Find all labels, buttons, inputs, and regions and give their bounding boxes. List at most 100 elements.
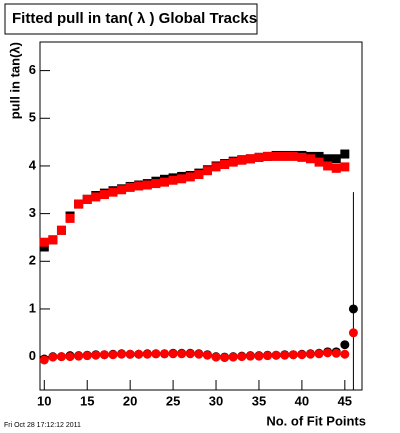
circle-marker <box>314 349 324 359</box>
circle-marker <box>305 349 315 359</box>
square-marker <box>331 163 341 173</box>
circle-marker <box>194 349 204 359</box>
y-tick-label: 0 <box>29 348 36 363</box>
square-marker <box>237 155 247 165</box>
square-marker <box>340 149 350 159</box>
square-marker <box>202 166 212 176</box>
circle-marker <box>134 349 144 359</box>
square-marker <box>151 179 161 189</box>
chart-title: Fitted pull in tan( λ ) Global Tracks <box>12 10 257 27</box>
circle-marker <box>228 352 238 362</box>
circle-marker <box>74 351 84 361</box>
footer-date: Fri Oct 28 17:12:12 2011 <box>4 422 81 429</box>
square-marker <box>331 154 341 164</box>
plot-frame <box>39 41 363 391</box>
circle-marker <box>125 349 135 359</box>
square-marker <box>134 181 144 191</box>
circle-marker <box>340 340 350 350</box>
square-marker <box>99 190 109 200</box>
circle-marker <box>323 348 333 358</box>
square-marker <box>220 160 230 170</box>
circle-marker <box>297 350 307 360</box>
circle-marker <box>271 350 281 360</box>
circle-marker <box>280 350 290 360</box>
square-marker <box>297 152 307 162</box>
x-tick-label: 15 <box>80 393 94 408</box>
circle-marker <box>91 350 101 360</box>
square-marker <box>74 199 84 209</box>
circle-marker <box>65 352 75 362</box>
square-marker <box>314 151 324 161</box>
circle-marker <box>185 349 195 359</box>
circle-marker <box>48 352 58 362</box>
circle-marker <box>168 349 178 359</box>
square-marker <box>314 157 324 167</box>
square-marker <box>39 242 49 252</box>
circle-marker <box>39 355 49 365</box>
x-tick-label: 10 <box>37 393 51 408</box>
x-tick-label: 35 <box>252 393 266 408</box>
square-marker <box>340 162 350 172</box>
circle-marker <box>331 348 341 358</box>
circle-marker <box>340 349 350 359</box>
x-tick-label: 40 <box>295 393 309 408</box>
square-marker <box>82 194 92 204</box>
x-tick-label: 25 <box>166 393 180 408</box>
circle-marker <box>220 353 230 363</box>
x-tick-label: 30 <box>209 393 223 408</box>
square-marker <box>168 175 178 185</box>
square-marker <box>125 182 135 192</box>
square-marker <box>211 162 221 172</box>
square-marker <box>39 237 49 247</box>
circle-marker <box>177 349 187 359</box>
y-tick-label: 5 <box>29 110 36 125</box>
circle-marker <box>211 352 221 362</box>
x-axis-label: No. of Fit Points <box>266 413 366 428</box>
circle-marker <box>254 351 264 361</box>
circle-marker <box>348 304 358 314</box>
square-marker <box>160 177 170 187</box>
circle-marker <box>142 349 152 359</box>
square-marker <box>48 235 58 245</box>
square-marker <box>263 151 273 161</box>
square-marker <box>56 225 66 235</box>
square-marker <box>185 172 195 182</box>
circle-marker <box>263 351 273 361</box>
circle-marker <box>56 352 66 362</box>
x-tick-label: 45 <box>338 393 352 408</box>
y-tick-label: 2 <box>29 253 36 268</box>
square-marker <box>65 213 75 223</box>
circle-marker <box>288 350 298 360</box>
square-marker <box>254 152 264 162</box>
y-tick-label: 4 <box>29 157 37 172</box>
y-tick-label: 1 <box>29 300 36 315</box>
y-axis-label: pull in tan(λ) <box>7 42 22 119</box>
square-marker <box>323 154 333 164</box>
square-marker <box>142 180 152 190</box>
circle-marker <box>151 349 161 359</box>
square-marker <box>117 185 127 195</box>
circle-marker <box>108 350 118 360</box>
title-box <box>4 3 258 35</box>
circle-marker <box>82 351 92 361</box>
square-marker <box>288 151 298 161</box>
square-marker <box>194 170 204 180</box>
circle-marker <box>117 349 127 359</box>
circle-marker <box>348 328 358 338</box>
circle-marker <box>160 349 170 359</box>
circle-marker <box>99 350 109 360</box>
circle-marker <box>245 351 255 361</box>
y-tick-label: 6 <box>29 62 36 77</box>
circle-marker <box>202 350 212 360</box>
square-marker <box>305 154 315 164</box>
square-marker <box>108 187 118 197</box>
square-marker <box>280 151 290 161</box>
x-tick-label: 20 <box>123 393 137 408</box>
circle-marker <box>237 352 247 362</box>
square-marker <box>177 174 187 184</box>
square-marker <box>245 154 255 164</box>
square-marker <box>323 161 333 171</box>
square-marker <box>271 151 281 161</box>
